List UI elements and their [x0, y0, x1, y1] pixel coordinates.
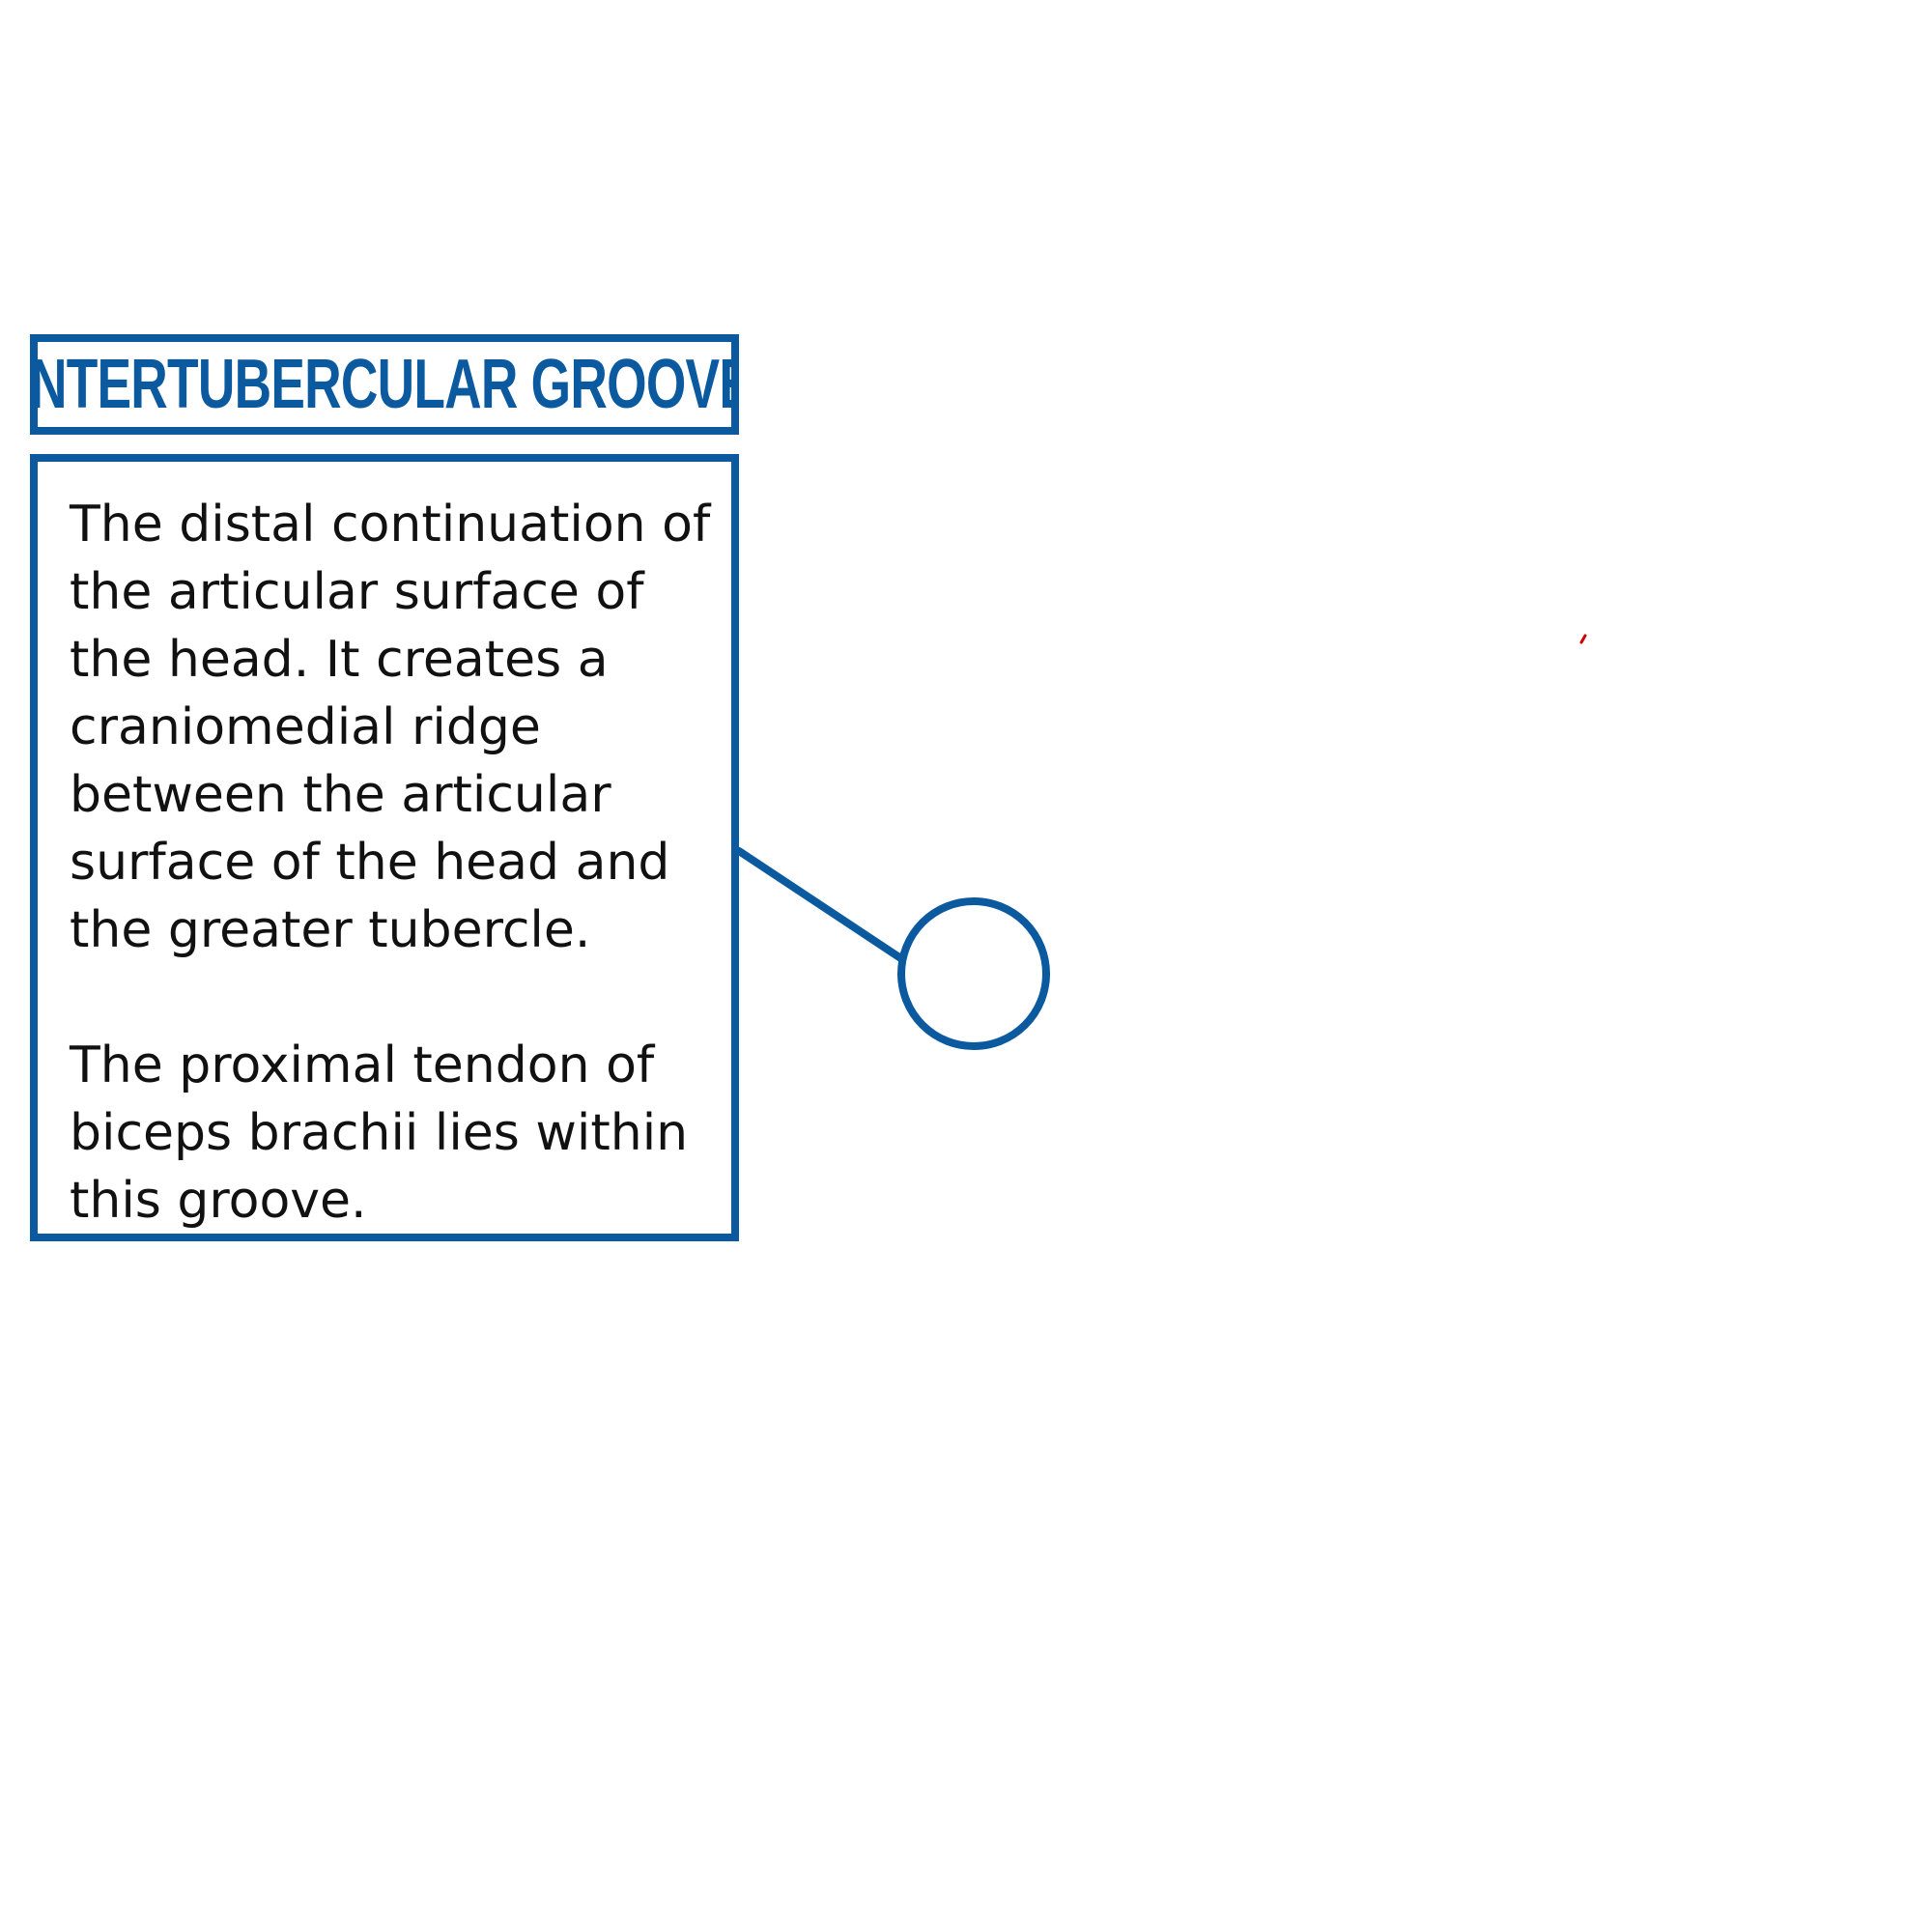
leader-line [735, 847, 906, 963]
label-title: INTERTUBERCULAR GROOVE [30, 346, 739, 423]
description-paragraph: The distal continuation of the articular… [70, 496, 711, 959]
label-description-box: The distal continuation of the articular… [30, 454, 739, 1241]
label-title-box: INTERTUBERCULAR GROOVE [30, 334, 739, 435]
red-tick-mark [1579, 634, 1587, 644]
description-paragraph: The proximal tendon of biceps brachii li… [70, 1037, 689, 1230]
marker-circle [897, 897, 1050, 1050]
